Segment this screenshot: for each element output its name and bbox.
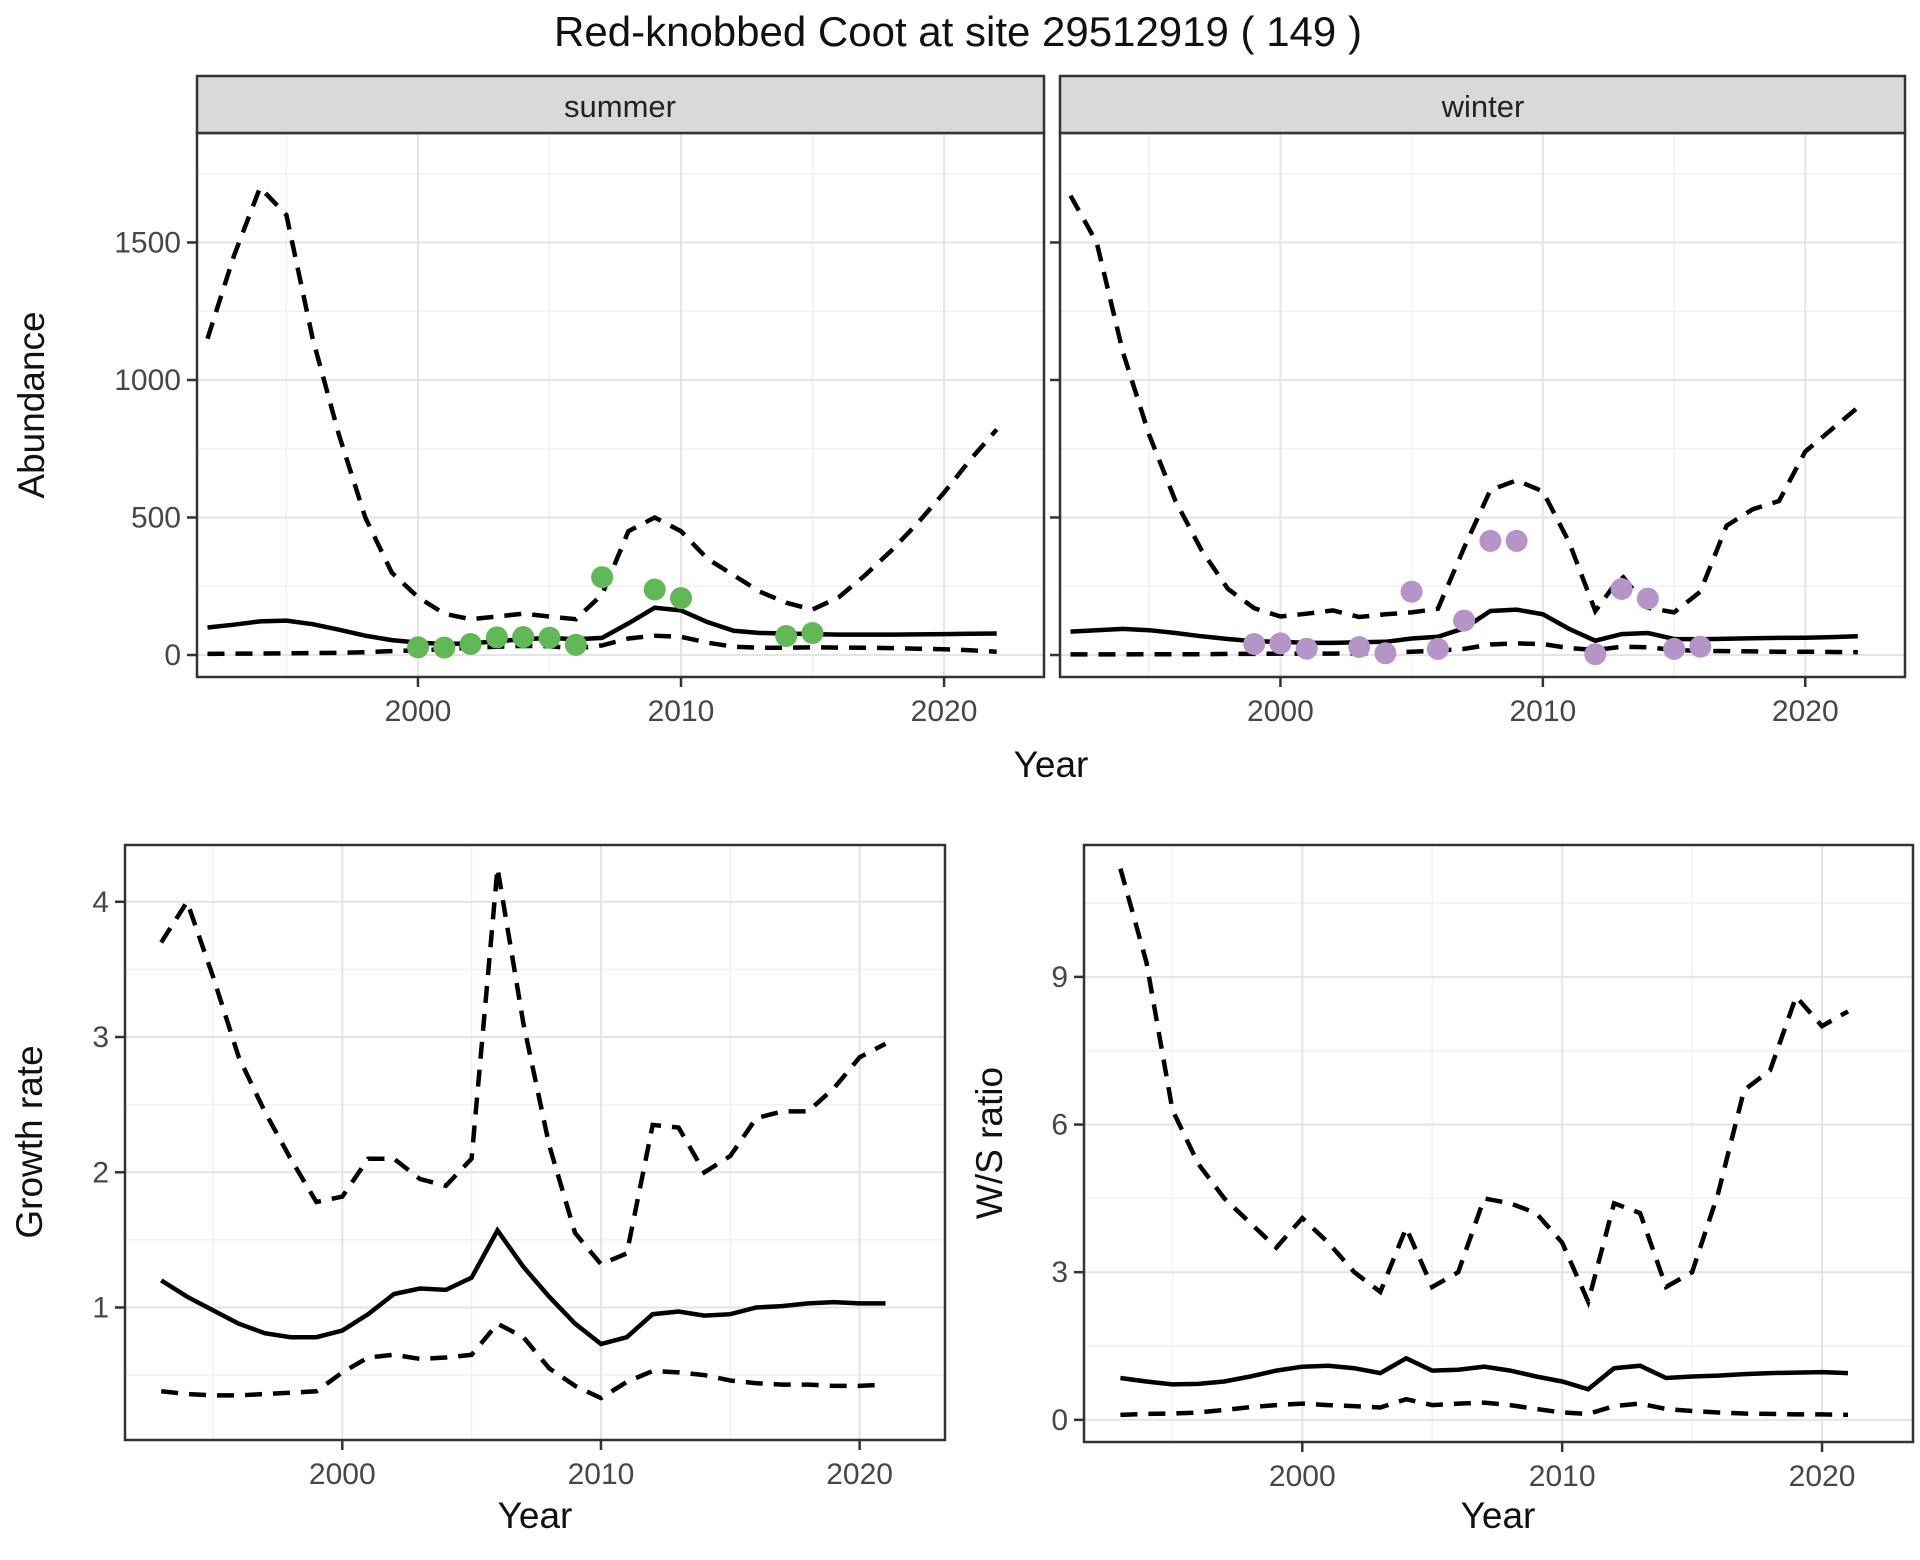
growth-year-axis-title: Year [498,1495,573,1536]
x-tick-label: 2020 [1772,695,1839,728]
data-point [775,625,798,647]
abundance-axis-title: Abundance [11,311,52,498]
grid-major [1060,133,1905,677]
panel-ws: 2000 2010 2020 0 3 6 9 [1051,843,1915,1493]
data-point [459,633,482,655]
x-tick-label: 2010 [1529,1460,1596,1493]
data-point [801,622,824,644]
data-point [1584,643,1607,666]
panel-border [195,131,1046,679]
grid-minor [1084,845,1913,1442]
data-point [512,626,535,649]
series-mean [160,1226,886,1347]
grid-major [197,133,1044,677]
axis-ticks: 2000 2010 2020 [1050,241,1839,728]
y-tick-label: 2 [92,1156,109,1189]
data-point [1269,632,1292,655]
growth-rate-axis-title: Growth rate [9,1045,50,1238]
grid-minor [1060,133,1905,677]
y-tick-label: 0 [1051,1404,1068,1437]
data-point [1663,637,1686,660]
data-point [1689,635,1712,658]
data-point [591,566,614,589]
series-upper_ci [1118,867,1850,1309]
data-point [1348,636,1371,658]
y-tick-label: 1000 [114,364,181,397]
panel-border [123,843,947,1442]
facet-strip-winter [1058,74,1907,135]
top-year-axis-title: Year [1014,744,1089,785]
series-lower_ci [1070,641,1858,657]
y-tick-label: 3 [1051,1256,1068,1289]
x-tick-label: 2020 [911,695,978,728]
data-point [1374,642,1397,665]
facet-label-winter: winter [1441,89,1525,124]
x-tick-label: 2020 [1789,1460,1856,1493]
data-point [643,578,666,601]
series-upper_ci [159,867,887,1267]
series-lower_ci [207,633,997,657]
chart-title: Red-knobbed Coot at site 29512919 ( 149 … [554,8,1362,55]
data-point [407,636,429,659]
panel-summer: 2000 2010 2020 0 500 1000 1500 [114,131,1046,728]
x-tick-label: 2000 [385,695,452,728]
series-upper_ci [205,183,999,622]
facet-label-summer: summer [564,89,676,124]
grid-major [125,845,945,1440]
observed-counts-summer [407,566,824,659]
y-tick-label: 1500 [114,226,181,259]
series-mean [207,605,997,647]
data-point [1453,609,1476,632]
data-point [1636,587,1659,610]
data-point [1295,637,1318,660]
data-point [433,636,456,659]
x-tick-label: 2010 [1509,695,1576,728]
y-tick-label: 1 [92,1291,109,1324]
grid-minor [125,845,945,1440]
axis-ticks: 2000 2010 2020 1 2 3 4 [92,886,893,1491]
data-point [538,626,561,649]
observed-counts-winter [1243,529,1712,666]
series-lower_ci [160,1320,886,1401]
y-tick-label: 4 [92,886,109,919]
series-upper_ci [1068,194,1860,620]
panel-winter: 2000 2010 2020 [1050,131,1907,728]
data-point [485,626,508,649]
ws-ratio-axis-title: W/S ratio [969,1067,1010,1219]
x-tick-label: 2010 [568,1458,635,1491]
data-point [1505,529,1528,552]
x-tick-label: 2000 [309,1458,376,1491]
panel-border [1082,843,1915,1444]
y-tick-label: 6 [1051,1109,1068,1142]
panel-border [1058,131,1907,679]
grid-major [1084,845,1913,1442]
data-point [1479,529,1502,552]
facet-strip-summer [195,74,1046,135]
y-tick-label: 3 [92,1021,109,1054]
y-tick-label: 500 [131,501,181,534]
x-tick-label: 2010 [648,695,715,728]
panel-growth: 2000 2010 2020 1 2 3 4 [92,843,947,1491]
x-tick-label: 2000 [1247,695,1314,728]
data-point [1400,580,1423,603]
data-point [1610,578,1633,600]
data-point [1426,637,1449,660]
ws-year-axis-title: Year [1461,1495,1536,1536]
axis-ticks: 2000 2010 2020 0 3 6 9 [1051,961,1855,1493]
x-tick-label: 2000 [1269,1460,1336,1493]
y-tick-label: 9 [1051,961,1068,994]
y-tick-label: 0 [164,639,181,672]
series-lower_ci [1120,1396,1849,1418]
data-point [1243,633,1266,655]
data-point [670,587,692,610]
x-tick-label: 2020 [826,1458,893,1491]
axis-ticks: 2000 2010 2020 0 500 1000 1500 [114,226,977,728]
data-point [564,633,587,656]
series-mean [1120,1355,1849,1392]
grid-minor [197,133,1044,677]
